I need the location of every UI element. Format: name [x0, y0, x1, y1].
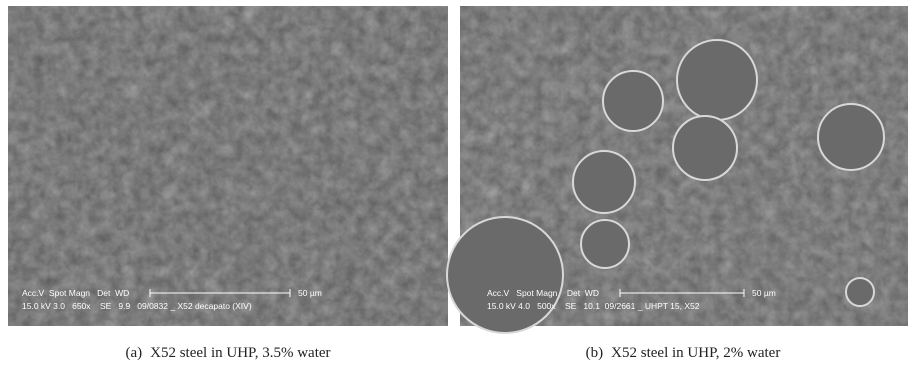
- overlay-footer: 15.0 kV 4.0 500x SE 10.1 09/2661 _ UHPT …: [487, 301, 700, 311]
- caption-label: (b): [586, 345, 604, 361]
- scale-label: 50 µm: [298, 288, 322, 298]
- overlay-footer: 15.0 kV 3.0 650x SE 9.9 09/0832 _ X52 de…: [22, 301, 252, 311]
- overlay-header: Acc.V Spot Magn Det WD: [487, 288, 599, 298]
- figure: Acc.V Spot Magn Det WD 50 µm 15.0 kV 3.0…: [0, 0, 916, 368]
- caption: (a) X52 steel in UHP, 3.5% water: [125, 345, 330, 361]
- panel-b: Acc.V Spot Magn Det WD 50 µm 15.0 kV 4.0…: [447, 6, 908, 361]
- sem-texture: [8, 6, 448, 326]
- caption-text: X52 steel in UHP, 3.5% water: [150, 345, 330, 361]
- panel-a: Acc.V Spot Magn Det WD 50 µm 15.0 kV 3.0…: [8, 6, 448, 361]
- scale-label: 50 µm: [752, 288, 776, 298]
- caption-label: (a): [125, 345, 142, 361]
- overlay-header: Acc.V Spot Magn Det WD: [22, 288, 129, 298]
- caption: (b) X52 steel in UHP, 2% water: [586, 345, 781, 361]
- caption-text: X52 steel in UHP, 2% water: [611, 345, 780, 361]
